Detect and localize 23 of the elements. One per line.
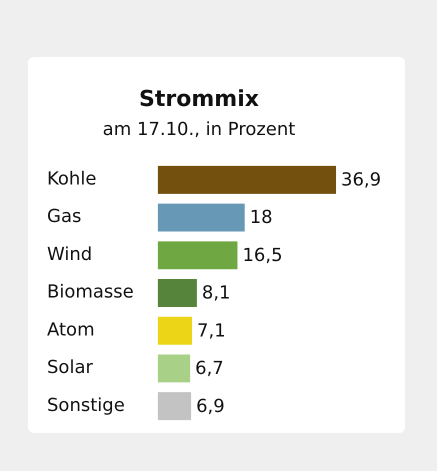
y-tick-label: Biomasse <box>47 282 134 303</box>
chart-subtitle: am 17.10., in Prozent <box>102 118 296 140</box>
y-tick-label: Wind <box>47 244 92 265</box>
bar <box>158 316 192 345</box>
y-tick-label: Sonstige <box>47 394 125 416</box>
chart-title: Strommix <box>139 86 259 112</box>
bar <box>158 279 197 307</box>
bar <box>158 392 192 420</box>
data-label: 8,1 <box>202 282 231 304</box>
y-tick-label: Atom <box>47 319 95 340</box>
y-tick-label: Gas <box>47 206 82 228</box>
bar <box>158 354 190 382</box>
y-tick-label: Kohle <box>47 168 96 190</box>
data-label: 18 <box>250 207 273 228</box>
data-label: 6,9 <box>196 396 225 417</box>
bar <box>158 241 238 270</box>
bar <box>158 166 336 194</box>
data-label: 7,1 <box>197 320 226 342</box>
bar <box>158 204 245 232</box>
data-label: 16,5 <box>242 244 283 266</box>
y-tick-label: Solar <box>47 357 94 378</box>
data-label: 6,7 <box>195 358 224 380</box>
data-label: 36,9 <box>341 170 382 191</box>
